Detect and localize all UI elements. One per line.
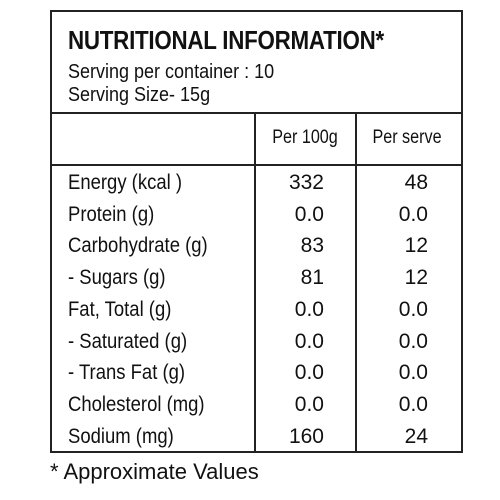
serving-line: Serving Size- 15g	[68, 84, 211, 106]
per-100g-value: 0.0	[294, 361, 324, 385]
divider	[50, 112, 463, 114]
border	[461, 10, 463, 453]
nutrient-name: Protein (g)	[68, 202, 155, 226]
border	[50, 10, 52, 453]
footnote: * Approximate Values	[50, 459, 259, 484]
per-100g-value: 0.0	[294, 392, 324, 416]
per-serve-value: 48	[404, 171, 428, 194]
per-serve-value: 0.0	[398, 202, 428, 226]
title: NUTRITIONAL INFORMATION*	[68, 25, 384, 55]
serving-line: Serving per container : 10	[68, 61, 275, 83]
per-serve-value: 12	[404, 266, 428, 290]
column-divider	[254, 112, 256, 453]
per-serve-value: 0.0	[398, 329, 428, 353]
column-header: Per serve	[372, 127, 442, 148]
nutrient-name: - Sugars (g)	[68, 266, 166, 290]
border	[50, 451, 463, 453]
per-100g-value: 0.0	[294, 202, 324, 226]
nutrient-name: Cholesterol (mg)	[68, 392, 205, 416]
per-100g-value: 160	[288, 424, 324, 448]
per-100g-value: 332	[288, 171, 324, 194]
divider	[50, 164, 463, 166]
nutrient-name: Fat, Total (g)	[68, 297, 172, 321]
column-header: Per 100g	[272, 127, 338, 148]
border	[50, 10, 463, 12]
per-serve-value: 24	[404, 424, 428, 448]
per-100g-value: 0.0	[294, 297, 324, 321]
per-serve-value: 0.0	[398, 361, 428, 385]
nutrient-name: Sodium (mg)	[68, 424, 174, 448]
per-serve-value: 12	[404, 234, 428, 258]
per-serve-value: 0.0	[398, 297, 428, 321]
per-100g-value: 83	[300, 234, 324, 258]
nutrient-name: - Saturated (g)	[68, 329, 188, 353]
per-100g-value: 0.0	[294, 329, 324, 353]
per-100g-value: 81	[300, 266, 324, 290]
nutrient-name: - Trans Fat (g)	[68, 361, 186, 385]
nutrient-name: Energy (kcal )	[68, 171, 183, 194]
per-serve-value: 0.0	[398, 392, 428, 416]
nutrient-name: Carbohydrate (g)	[68, 234, 208, 258]
column-divider	[355, 112, 357, 453]
